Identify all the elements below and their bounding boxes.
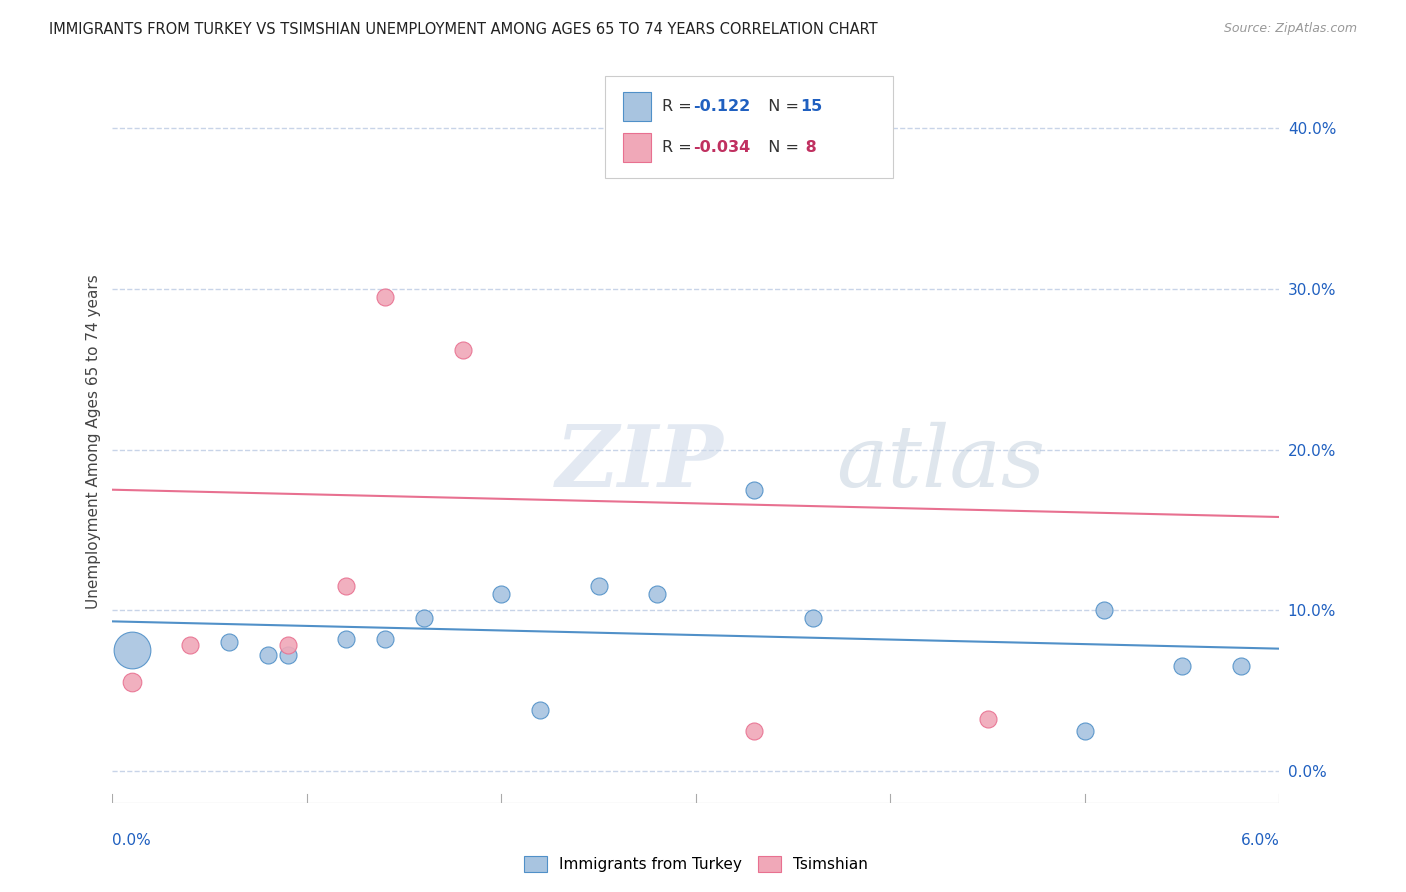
Point — [374, 632, 396, 646]
Text: ZIP: ZIP — [555, 421, 724, 505]
Text: 6.0%: 6.0% — [1240, 833, 1279, 848]
Text: -0.122: -0.122 — [693, 99, 751, 114]
Point — [1074, 723, 1097, 738]
Text: Source: ZipAtlas.com: Source: ZipAtlas.com — [1223, 22, 1357, 36]
Point — [801, 611, 824, 625]
Text: 8: 8 — [800, 140, 817, 155]
Point — [1229, 659, 1251, 673]
Text: atlas: atlas — [837, 422, 1045, 505]
Point — [218, 635, 240, 649]
Text: 15: 15 — [800, 99, 823, 114]
Point — [121, 675, 143, 690]
Point — [276, 648, 298, 662]
Text: R =: R = — [662, 99, 697, 114]
Point — [412, 611, 434, 625]
Text: R =: R = — [662, 140, 697, 155]
Point — [588, 579, 610, 593]
Y-axis label: Unemployment Among Ages 65 to 74 years: Unemployment Among Ages 65 to 74 years — [86, 274, 101, 609]
Point — [121, 643, 143, 657]
Point — [335, 632, 357, 646]
Text: -0.034: -0.034 — [693, 140, 751, 155]
Point — [179, 639, 201, 653]
Point — [1171, 659, 1194, 673]
Point — [335, 579, 357, 593]
Point — [374, 290, 396, 304]
Text: IMMIGRANTS FROM TURKEY VS TSIMSHIAN UNEMPLOYMENT AMONG AGES 65 TO 74 YEARS CORRE: IMMIGRANTS FROM TURKEY VS TSIMSHIAN UNEM… — [49, 22, 877, 37]
Point — [744, 483, 766, 497]
Text: N =: N = — [758, 99, 804, 114]
Point — [744, 723, 766, 738]
Point — [276, 639, 298, 653]
Point — [451, 343, 474, 357]
Legend: Immigrants from Turkey, Tsimshian: Immigrants from Turkey, Tsimshian — [519, 850, 873, 879]
Point — [257, 648, 280, 662]
Point — [529, 703, 551, 717]
Text: 0.0%: 0.0% — [112, 833, 152, 848]
Point — [645, 587, 668, 601]
Point — [976, 712, 998, 726]
Point — [491, 587, 513, 601]
Point — [1094, 603, 1116, 617]
Text: N =: N = — [758, 140, 804, 155]
